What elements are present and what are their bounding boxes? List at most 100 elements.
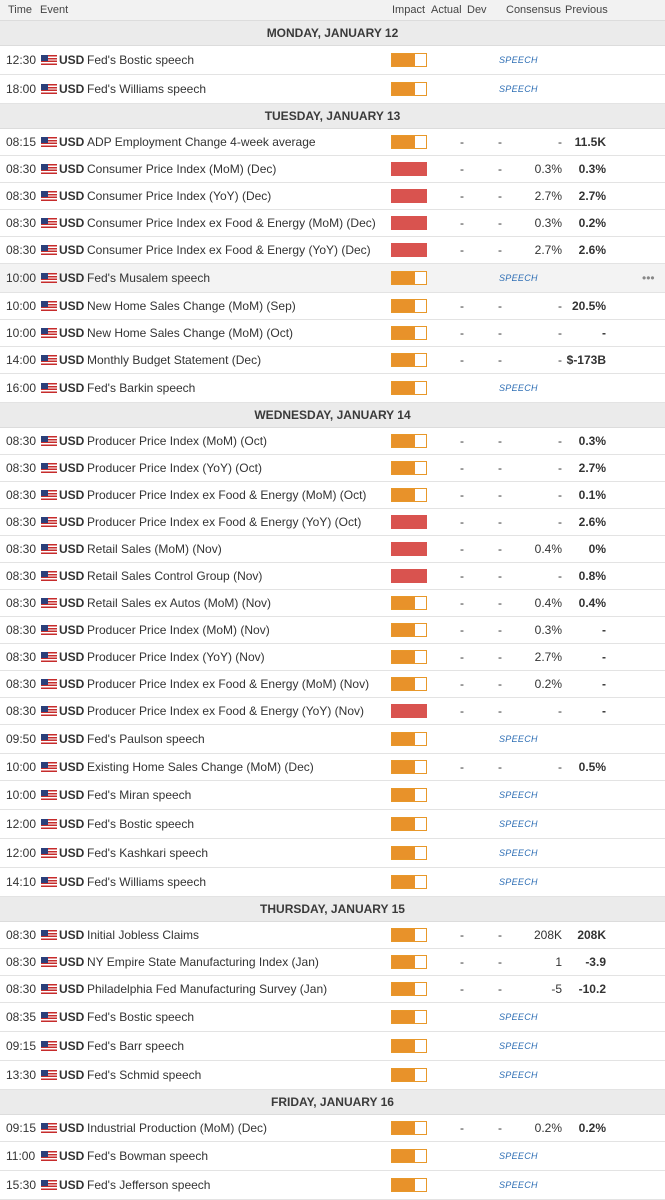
event-name[interactable]: Fed's Schmid speech [87, 1068, 202, 1082]
event-row[interactable]: 12:00 USD Fed's Kashkari speech SPEECH [0, 839, 665, 868]
event-row[interactable]: 08:30 USD Retail Sales ex Autos (MoM) (Nov… [0, 590, 665, 617]
event-name[interactable]: Fed's Bostic speech [87, 53, 195, 67]
event-row[interactable]: 08:30 USD Consumer Price Index (MoM) (Dec)… [0, 156, 665, 183]
col-consensus[interactable]: Consensus [506, 4, 562, 16]
event-name[interactable]: Initial Jobless Claims [87, 928, 200, 942]
event-row[interactable]: 08:30 USD Initial Jobless Claims - - 208K 208K [0, 922, 665, 949]
event-name[interactable]: Fed's Bostic speech [87, 817, 195, 831]
us-flag-icon [41, 218, 57, 228]
event-row[interactable]: 08:30 USD Producer Price Index (YoY) (Oct)… [0, 455, 665, 482]
event-name[interactable]: Fed's Barkin speech [87, 381, 196, 395]
event-name[interactable]: Consumer Price Index ex Food & Energy (Y… [87, 243, 371, 257]
event-name[interactable]: Fed's Bowman speech [87, 1149, 209, 1163]
impact-fill [392, 462, 415, 474]
event-row[interactable]: 10:00 USD New Home Sales Change (MoM) (Sep… [0, 293, 665, 320]
event-row[interactable]: 08:30 USD Philadelphia Fed Manufacturing S… [0, 976, 665, 1003]
event-name[interactable]: Consumer Price Index (YoY) (Dec) [87, 189, 272, 203]
event-row[interactable]: 08:30 USD Retail Sales (MoM) (Nov) - - 0.4% 0% [0, 536, 665, 563]
event-name[interactable]: Fed's Jefferson speech [87, 1178, 211, 1192]
event-row[interactable]: 08:30 USD Producer Price Index (YoY) (Nov)… [0, 644, 665, 671]
currency-code: USD [59, 732, 85, 746]
event-name[interactable]: Consumer Price Index ex Food & Energy (M… [87, 216, 376, 230]
event-row[interactable]: 18:00 USD Fed's Williams speech SPEECH [0, 75, 665, 104]
event-row[interactable]: 08:30 USD Consumer Price Index (YoY) (Dec)… [0, 183, 665, 210]
event-name[interactable]: ADP Employment Change 4-week average [87, 135, 316, 149]
event-row[interactable]: 10:00 USD Fed's Miran speech SPEECH [0, 781, 665, 810]
event-row[interactable]: 08:30 USD Producer Price Index ex Food & E… [0, 698, 665, 725]
event-row[interactable]: 08:30 USD NY Empire State Manufacturing In… [0, 949, 665, 976]
event-row[interactable]: 08:30 USD Producer Price Index ex Food & E… [0, 509, 665, 536]
event-row[interactable]: 12:30 USD Fed's Bostic speech SPEECH [0, 46, 665, 75]
event-name[interactable]: New Home Sales Change (MoM) (Sep) [87, 299, 296, 313]
event-row[interactable]: 08:15 USD ADP Employment Change 4-week ave… [0, 129, 665, 156]
deviation-value: - [498, 704, 502, 718]
event-row[interactable]: 08:35 USD Fed's Bostic speech SPEECH [0, 1003, 665, 1032]
us-flag-icon [41, 571, 57, 581]
event-row[interactable]: 08:30 USD Producer Price Index (MoM) (Oct)… [0, 428, 665, 455]
event-row[interactable]: 13:30 USD Fed's Schmid speech SPEECH [0, 1061, 665, 1090]
event-name[interactable]: Retail Sales ex Autos (MoM) (Nov) [87, 596, 272, 610]
col-impact[interactable]: Impact [392, 4, 426, 16]
event-row[interactable]: 10:00 USD Existing Home Sales Change (MoM)… [0, 754, 665, 781]
impact-fill [392, 678, 415, 690]
event-row[interactable]: 14:00 USD Monthly Budget Statement (Dec) - -… [0, 347, 665, 374]
event-row[interactable]: 08:30 USD Producer Price Index ex Food & E… [0, 671, 665, 698]
event-row[interactable]: 11:00 USD Fed's Bowman speech SPEECH [0, 1142, 665, 1171]
event-name[interactable]: Consumer Price Index (MoM) (Dec) [87, 162, 277, 176]
col-previous[interactable]: Previous [565, 4, 608, 16]
actual-value: - [460, 955, 464, 969]
event-row[interactable]: 15:30 USD Fed's Jefferson speech SPEECH [0, 1171, 665, 1200]
more-options-icon[interactable]: ••• [642, 271, 655, 285]
event-name[interactable]: New Home Sales Change (MoM) (Oct) [87, 326, 294, 340]
event-row[interactable]: 08:30 USD Consumer Price Index ex Food & E… [0, 237, 665, 264]
currency-code: USD [59, 1010, 85, 1024]
event-row[interactable]: 09:15 USD Fed's Barr speech SPEECH [0, 1032, 665, 1061]
event-name[interactable]: Fed's Kashkari speech [87, 846, 209, 860]
event-name[interactable]: Industrial Production (MoM) (Dec) [87, 1121, 268, 1135]
event-name[interactable]: Existing Home Sales Change (MoM) (Dec) [87, 760, 314, 774]
event-name[interactable]: Fed's Miran speech [87, 788, 192, 802]
event-row[interactable]: 08:30 USD Producer Price Index ex Food & E… [0, 482, 665, 509]
event-row[interactable]: 08:30 USD Consumer Price Index ex Food & E… [0, 210, 665, 237]
event-name[interactable]: Producer Price Index ex Food & Energy (M… [87, 488, 367, 502]
event-name[interactable]: Fed's Musalem speech [87, 271, 211, 285]
event-row[interactable]: 12:00 USD Fed's Bostic speech SPEECH [0, 810, 665, 839]
impact-bar [391, 875, 427, 889]
event-name[interactable]: Fed's Williams speech [87, 82, 206, 96]
event-row[interactable]: 09:50 USD Fed's Paulson speech SPEECH [0, 725, 665, 754]
col-time[interactable]: Time [8, 4, 33, 16]
event-time: 09:15 [6, 1121, 37, 1135]
col-event[interactable]: Event [40, 4, 69, 16]
event-name[interactable]: Producer Price Index ex Food & Energy (M… [87, 677, 370, 691]
impact-bar [391, 461, 427, 475]
event-name[interactable]: Producer Price Index ex Food & Energy (Y… [87, 515, 362, 529]
actual-value: - [460, 677, 464, 691]
event-row[interactable]: 09:15 USD Industrial Production (MoM) (Dec… [0, 1115, 665, 1142]
event-name[interactable]: Philadelphia Fed Manufacturing Survey (J… [87, 982, 328, 996]
event-name[interactable]: Producer Price Index (YoY) (Nov) [87, 650, 265, 664]
event-name[interactable]: Producer Price Index (YoY) (Oct) [87, 461, 262, 475]
event-name[interactable]: NY Empire State Manufacturing Index (Jan… [87, 955, 319, 969]
col-dev[interactable]: Dev [467, 4, 487, 16]
event-row[interactable]: 14:10 USD Fed's Williams speech SPEECH [0, 868, 665, 897]
event-name[interactable]: Fed's Williams speech [87, 875, 206, 889]
event-row[interactable]: 08:30 USD Producer Price Index (MoM) (Nov)… [0, 617, 665, 644]
event-row[interactable]: 08:30 USD Retail Sales Control Group (Nov)… [0, 563, 665, 590]
event-name[interactable]: Producer Price Index (MoM) (Nov) [87, 623, 270, 637]
event-name[interactable]: Fed's Paulson speech [87, 732, 205, 746]
event-row[interactable]: 16:00 USD Fed's Barkin speech SPEECH [0, 374, 665, 403]
col-actual[interactable]: Actual [431, 4, 462, 16]
event-name[interactable]: Retail Sales Control Group (Nov) [87, 569, 263, 583]
event-time: 08:30 [6, 623, 37, 637]
consensus-value: 2.7% [534, 243, 562, 257]
previous-value: 2.7% [578, 189, 606, 203]
speech-badge: SPEECH [499, 1180, 538, 1190]
event-name[interactable]: Fed's Barr speech [87, 1039, 185, 1053]
event-name[interactable]: Fed's Bostic speech [87, 1010, 195, 1024]
event-name[interactable]: Producer Price Index ex Food & Energy (Y… [87, 704, 365, 718]
event-name[interactable]: Monthly Budget Statement (Dec) [87, 353, 262, 367]
event-row[interactable]: 10:00 USD New Home Sales Change (MoM) (Oct… [0, 320, 665, 347]
event-row[interactable]: 10:00 USD Fed's Musalem speech SPEECH ••• [0, 264, 665, 293]
event-name[interactable]: Producer Price Index (MoM) (Oct) [87, 434, 268, 448]
event-name[interactable]: Retail Sales (MoM) (Nov) [87, 542, 222, 556]
